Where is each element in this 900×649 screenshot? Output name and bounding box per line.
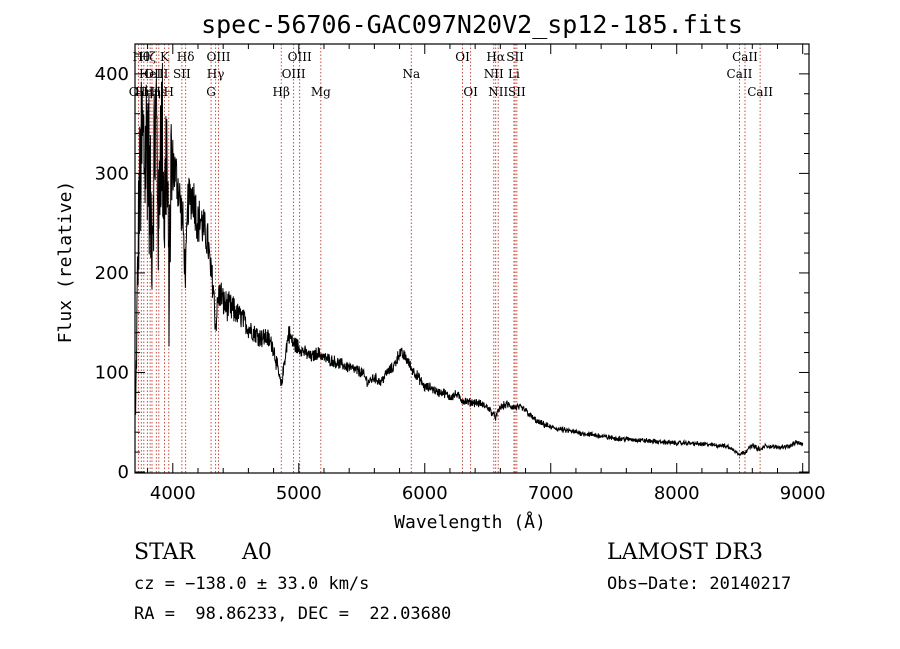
line-labels: OIIHθHηHζHeIHηOIIIHεKHSIIHδGHγOIIIHβOIII… [129,50,774,99]
line-marker-label: OIII [206,50,230,64]
line-marker-label: Na [402,67,420,81]
line-marker-label: CaII [732,50,758,64]
line-marker-label: OII [129,85,149,99]
x-tick-label: 8000 [654,483,700,504]
spectrum-line [135,62,804,457]
plot-frame [134,43,810,474]
y-tick-label: 400 [95,64,129,85]
line-marker-label: HeI [139,67,162,81]
line-marker-label: CaII [747,85,773,99]
line-marker-label: OIII [288,50,312,64]
line-marker-label: OIII [282,67,306,81]
line-marker-label: NII [488,85,508,99]
line-marker-label: K [160,50,170,64]
redshift-cz: cz = −138.0 ± 33.0 km/s [134,574,370,594]
x-tick-label: 6000 [402,483,448,504]
line-marker-label: Hβ [273,85,290,99]
line-marker-label: OI [455,50,470,64]
line-marker-label: Hγ [207,67,225,81]
x-axis-label: Wavelength (Å) [394,511,546,533]
line-marker-label: G [206,85,216,99]
line-marker-label: H [164,85,174,99]
line-marker-label: SII [506,50,524,64]
line-marker-label: Hα [486,50,505,64]
y-tick-label: 0 [118,462,129,483]
object-class: STAR [134,540,195,565]
y-axis-label: Flux (relative) [55,181,76,344]
ra-dec: RA = 98.86233, DEC = 22.03680 [134,604,452,624]
y-tick-label: 200 [95,263,129,284]
line-markers [137,44,761,473]
x-tick-label: 5000 [276,483,322,504]
line-marker-label: Mg [311,85,331,99]
x-tick-label: 9000 [780,483,826,504]
obs-date: Obs−Date: 20140217 [607,574,792,594]
y-tick-label: 100 [95,362,129,383]
line-marker-label: Hη [135,85,153,99]
x-tick-label: 7000 [528,483,574,504]
line-marker-label: CaII [727,67,753,81]
line-marker-label: SII [508,85,526,99]
x-tick-label: 4000 [150,483,196,504]
object-subclass: A0 [242,540,272,565]
axis-tick-labels: 4000 5000 6000 7000 8000 9000 0 100 200 300 400 [95,64,826,504]
line-marker-label: SII [173,67,191,81]
chart-title: spec-56706-GAC097N20V2_sp12-185.fits [201,10,743,39]
y-tick-label: 300 [95,163,129,184]
line-marker-label: Li [508,67,520,81]
line-marker-label: Hζ [139,50,156,64]
line-marker-label: Hδ [177,50,195,64]
survey-name: LAMOST DR3 [607,540,763,565]
axis-ticks [135,44,809,473]
line-marker-label: NII [484,67,504,81]
line-marker-label: OI [463,85,478,99]
